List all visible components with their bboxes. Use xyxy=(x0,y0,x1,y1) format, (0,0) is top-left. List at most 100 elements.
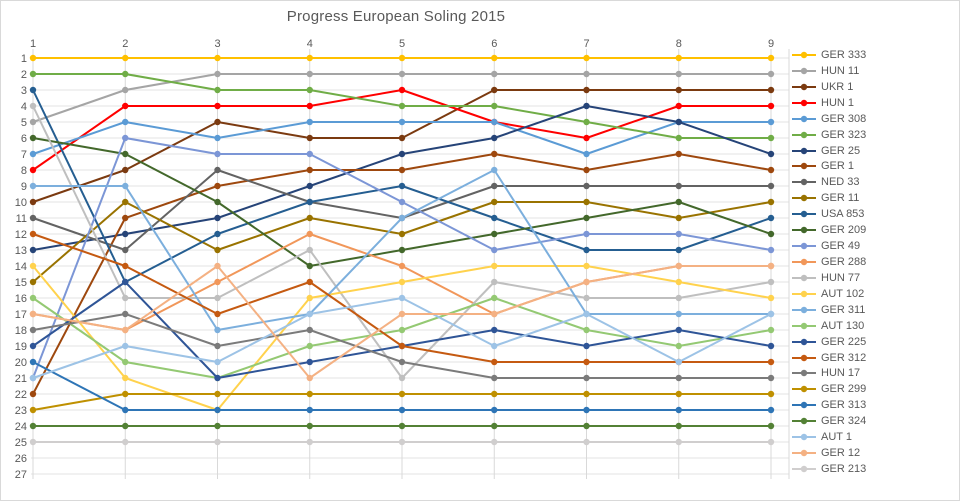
series-marker xyxy=(398,390,406,398)
series-marker xyxy=(398,134,406,142)
series-marker xyxy=(398,262,406,270)
series-marker xyxy=(767,374,775,382)
legend-marker-icon xyxy=(792,370,816,377)
series-marker xyxy=(214,70,221,78)
x-axis-tick-label: 1 xyxy=(30,38,36,50)
series-marker xyxy=(583,54,590,62)
legend-label: HUN 77 xyxy=(821,271,861,284)
y-axis-tick-label: 16 xyxy=(15,293,27,305)
series-marker xyxy=(583,198,590,206)
series-marker xyxy=(29,390,37,398)
series-marker xyxy=(675,70,682,78)
legend-label: GER 324 xyxy=(821,415,867,428)
series-marker xyxy=(767,118,775,126)
y-axis-tick-label: 1 xyxy=(21,53,27,65)
y-axis-tick-label: 15 xyxy=(15,277,27,289)
legend-marker-icon xyxy=(792,354,816,361)
series-marker xyxy=(675,406,682,414)
series-marker xyxy=(29,150,37,158)
series-marker xyxy=(398,150,406,158)
series-marker xyxy=(29,182,37,190)
legend-item: UKR 1 xyxy=(791,80,956,94)
y-axis-tick-label: 22 xyxy=(15,389,27,401)
series-marker xyxy=(29,118,37,126)
series-marker xyxy=(583,118,590,126)
legend-marker-icon xyxy=(792,195,816,202)
series-marker xyxy=(583,438,590,446)
series-marker xyxy=(306,150,313,158)
legend-item: GER 308 xyxy=(791,112,956,126)
series-marker xyxy=(214,358,221,366)
series-marker xyxy=(583,406,590,414)
series-marker xyxy=(491,310,498,318)
series-marker xyxy=(398,310,406,318)
legend-item: GER 25 xyxy=(791,144,956,158)
legend-item: GER 312 xyxy=(791,351,956,365)
series-marker xyxy=(122,278,129,286)
legend-item: GER 333 xyxy=(791,48,956,62)
series-marker xyxy=(491,246,498,254)
legend-marker-icon xyxy=(792,322,816,329)
legend-label: HUN 1 xyxy=(821,96,855,109)
series-marker xyxy=(491,422,498,430)
series-marker xyxy=(767,182,775,190)
series-marker xyxy=(29,438,37,446)
series-marker xyxy=(214,406,221,414)
series-marker xyxy=(491,390,498,398)
series-marker xyxy=(214,150,221,158)
y-axis-tick-label: 9 xyxy=(21,181,27,193)
series-marker xyxy=(767,342,775,350)
chart-legend: GER 333 HUN 11 UKR 1 HUN 1 GER 308 GER 323 GER… xyxy=(791,48,956,476)
x-axis-tick-label: 8 xyxy=(676,38,682,50)
series-marker xyxy=(675,262,682,270)
series-marker xyxy=(306,102,313,110)
legend-label: GER 213 xyxy=(821,462,867,475)
legend-item: GER 288 xyxy=(791,255,956,269)
series-marker xyxy=(491,278,498,286)
series-marker xyxy=(767,134,775,142)
series-marker xyxy=(583,166,590,174)
series-marker xyxy=(306,198,313,206)
series-marker xyxy=(29,310,37,318)
series-marker xyxy=(491,294,498,302)
series-marker xyxy=(767,358,775,366)
series-marker xyxy=(491,54,498,62)
series-marker xyxy=(675,54,682,62)
chart-title: Progress European Soling 2015 xyxy=(286,8,506,25)
series-marker xyxy=(306,278,313,286)
legend-label: GER 209 xyxy=(821,224,867,237)
series-marker xyxy=(306,118,313,126)
legend-label: GER 312 xyxy=(821,351,867,364)
series-marker xyxy=(214,262,221,270)
legend-marker-icon xyxy=(792,258,816,266)
series-marker xyxy=(29,86,37,94)
legend-marker-icon xyxy=(792,51,816,59)
series-marker xyxy=(306,358,313,366)
series-marker xyxy=(29,326,37,334)
legend-item: GER 11 xyxy=(791,191,956,205)
series-marker xyxy=(767,86,775,94)
series-marker xyxy=(122,166,129,174)
series-marker xyxy=(29,294,37,302)
series-marker xyxy=(675,438,682,446)
y-axis-tick-label: 7 xyxy=(21,149,27,161)
legend-item: AUT 102 xyxy=(791,287,956,301)
legend-marker-icon xyxy=(792,465,816,473)
series-marker xyxy=(583,262,590,270)
series-marker xyxy=(398,422,406,430)
series-marker xyxy=(583,102,590,110)
legend-label: GER 25 xyxy=(821,144,861,157)
series-marker xyxy=(122,326,129,334)
y-axis-tick-label: 10 xyxy=(15,197,27,209)
series-marker xyxy=(675,134,682,142)
series-marker xyxy=(306,390,313,398)
series-marker xyxy=(398,406,406,414)
series-marker xyxy=(675,214,682,222)
legend-item: AUT 130 xyxy=(791,319,956,333)
series-marker xyxy=(398,326,406,334)
legend-item: GER 311 xyxy=(791,303,956,317)
series-marker xyxy=(491,182,498,190)
legend-marker-icon xyxy=(792,147,816,154)
series-marker xyxy=(122,198,129,206)
legend-marker-icon xyxy=(792,290,816,298)
